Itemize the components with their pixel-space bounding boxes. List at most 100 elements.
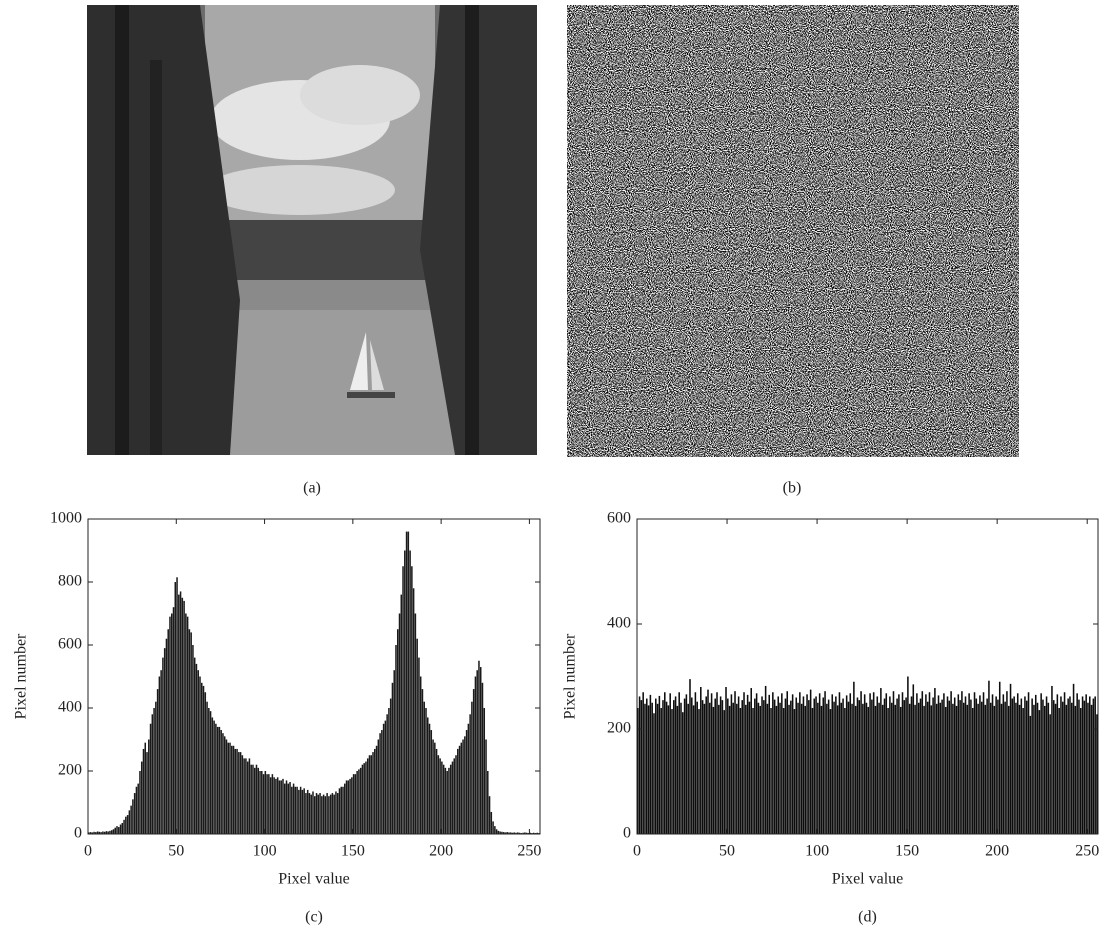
bar	[916, 693, 918, 834]
bar	[142, 748, 145, 834]
bar	[133, 793, 136, 834]
bar	[398, 613, 401, 834]
bar	[826, 703, 828, 834]
x-tick-label: 50	[719, 843, 735, 860]
bar	[349, 778, 351, 834]
bar	[110, 830, 113, 834]
bar	[501, 831, 503, 834]
bar	[223, 736, 226, 834]
bar	[197, 670, 199, 834]
bar	[446, 771, 448, 834]
bar	[817, 702, 819, 834]
bar	[1000, 703, 1003, 834]
y-tick-label: 0	[74, 825, 82, 842]
bar	[761, 696, 763, 834]
bar	[359, 767, 362, 834]
bar	[638, 696, 641, 834]
bar	[680, 702, 682, 834]
bar	[474, 676, 477, 834]
bar	[653, 713, 655, 834]
bar	[105, 831, 108, 834]
bar	[968, 693, 970, 834]
bar	[441, 761, 443, 834]
bar	[363, 763, 365, 834]
bar	[651, 702, 653, 834]
bar	[851, 703, 853, 834]
bar	[1052, 700, 1055, 834]
photo-lake	[87, 5, 537, 455]
bar	[961, 691, 963, 834]
bar	[1033, 704, 1035, 834]
bar	[449, 764, 452, 834]
bar	[303, 788, 305, 834]
caption: (d)	[858, 909, 877, 926]
bar	[162, 657, 164, 834]
bar	[727, 698, 729, 834]
bar	[719, 696, 722, 834]
bar	[158, 676, 161, 834]
bar	[860, 691, 862, 834]
bar	[321, 796, 323, 834]
bar	[476, 670, 478, 834]
bar	[356, 771, 358, 834]
bar	[285, 780, 288, 834]
bar	[211, 717, 214, 834]
bar	[391, 682, 394, 834]
bar	[462, 739, 464, 834]
bar	[372, 752, 374, 834]
bar	[379, 733, 381, 834]
bar	[829, 709, 832, 834]
bar	[471, 701, 473, 834]
bar	[923, 705, 925, 834]
bar	[1070, 702, 1073, 834]
bar	[368, 755, 371, 834]
bar	[867, 706, 870, 834]
bar	[393, 670, 395, 834]
bar	[766, 703, 769, 834]
bar	[340, 786, 342, 834]
bar	[664, 692, 666, 834]
bar	[784, 698, 787, 834]
x-axis-label: Pixel value	[278, 871, 350, 888]
bar	[925, 694, 927, 834]
bar	[457, 748, 459, 834]
bar	[1072, 683, 1075, 834]
bar	[989, 702, 992, 834]
bar	[1054, 703, 1057, 834]
bar	[418, 657, 420, 834]
axes-box	[636, 518, 1099, 835]
bar	[647, 705, 650, 834]
bar	[329, 794, 332, 834]
bar	[1020, 698, 1023, 834]
bar	[227, 742, 229, 834]
bar	[944, 706, 947, 834]
bar	[1074, 705, 1077, 834]
bar	[439, 758, 441, 834]
bar	[1090, 704, 1093, 834]
y-axis-label: Pixel number	[562, 633, 579, 719]
bar	[135, 786, 138, 834]
bar	[174, 582, 177, 834]
bar	[984, 704, 987, 834]
bar	[1087, 702, 1089, 834]
bar	[1013, 696, 1015, 834]
bar	[908, 703, 911, 834]
bar	[658, 695, 661, 834]
bar	[847, 701, 850, 834]
bar	[820, 705, 823, 834]
bar	[1034, 694, 1037, 834]
bar	[1049, 714, 1051, 834]
bar	[903, 700, 906, 834]
bar	[1031, 698, 1033, 834]
bar	[488, 796, 491, 834]
caption: (b)	[783, 480, 802, 497]
bar	[781, 693, 783, 834]
bar	[763, 700, 765, 834]
bar	[273, 777, 275, 834]
bar	[119, 824, 122, 834]
bar	[849, 693, 852, 834]
bar	[149, 723, 152, 834]
bar	[116, 826, 118, 834]
bar	[799, 692, 801, 834]
bar	[419, 676, 422, 834]
